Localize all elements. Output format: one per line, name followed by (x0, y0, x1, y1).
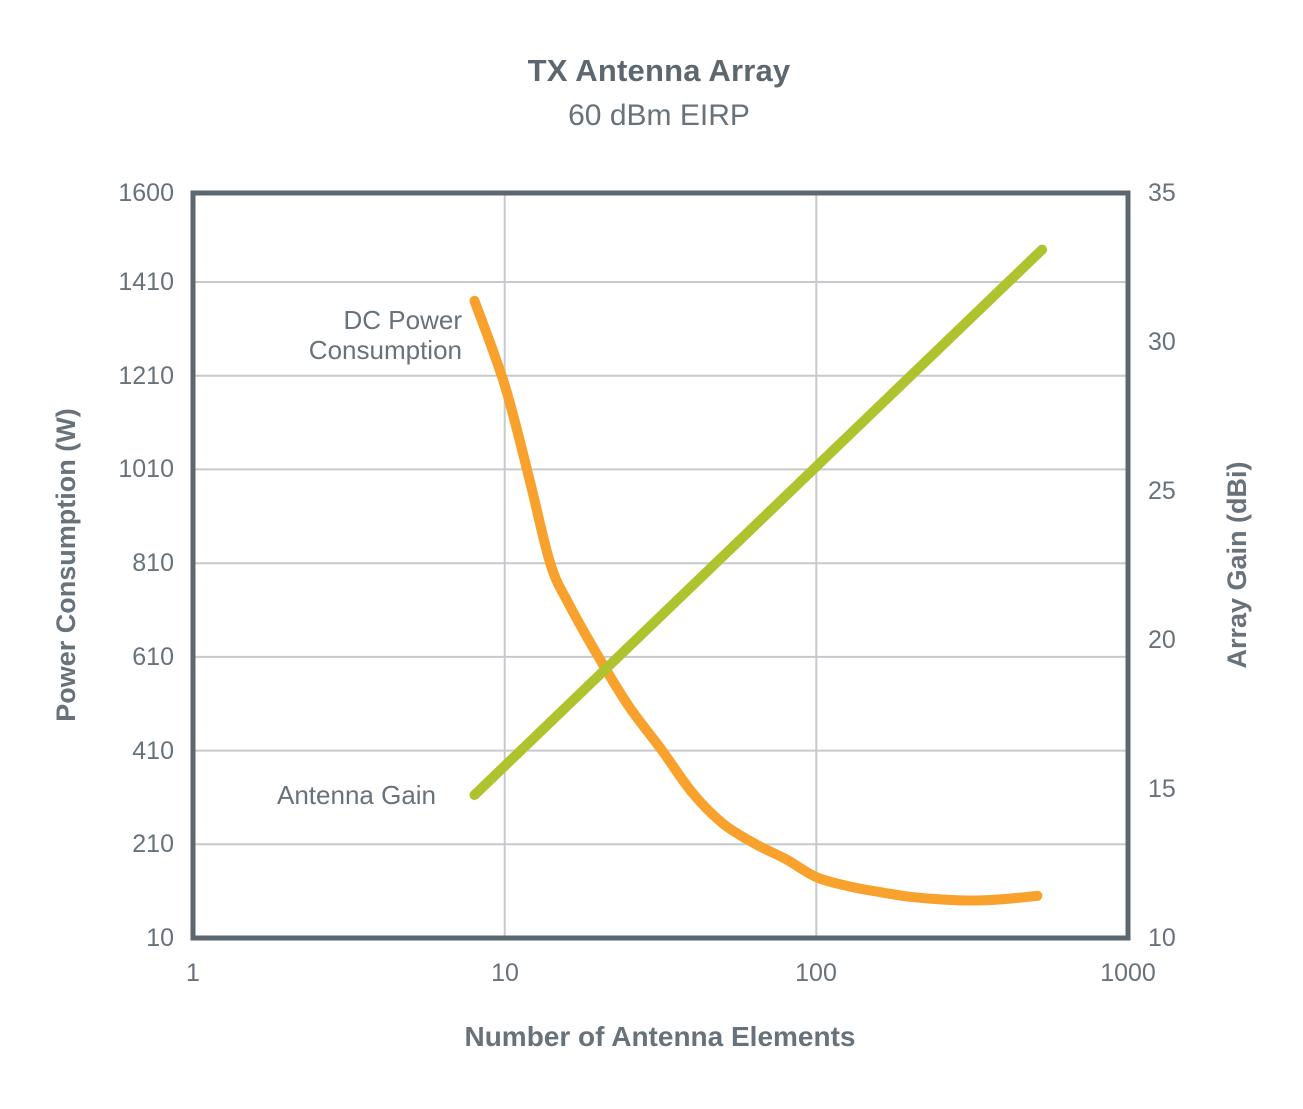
gain-series-label: Antenna Gain (277, 780, 437, 810)
y-left-tick-label: 410 (132, 737, 174, 765)
y-left-tick-label: 210 (132, 830, 174, 858)
y-left-axis-title: Power Consumption (W) (51, 408, 81, 722)
y-left-tick-label: 10 (146, 924, 174, 952)
x-tick-label: 1000 (1100, 959, 1156, 987)
chart-subtitle: 60 dBm EIRP (568, 99, 750, 132)
y-left-tick-label: 810 (132, 549, 174, 577)
x-tick-label: 100 (795, 959, 837, 987)
power-series-line (469, 295, 1043, 906)
y-right-tick-label: 25 (1148, 477, 1176, 505)
y-right-tick-label: 30 (1148, 328, 1176, 356)
y-left-tick-label: 1410 (118, 268, 174, 296)
x-tick-label: 1 (186, 959, 200, 987)
x-tick-label: 10 (491, 959, 519, 987)
y-right-axis-title: Array Gain (dBi) (1222, 461, 1252, 669)
y-right-tick-label: 15 (1148, 775, 1176, 803)
y-right-tick-label: 10 (1148, 924, 1176, 952)
plot-frame (190, 190, 1131, 941)
y-left-tick-label: 1010 (118, 455, 174, 483)
y-right-tick-label: 20 (1148, 626, 1176, 654)
y-left-tick-label: 610 (132, 643, 174, 671)
y-left-tick-label: 1600 (118, 179, 174, 207)
gain-series-line (469, 244, 1048, 800)
power-series-label: DC Power Consumption (308, 305, 462, 365)
chart-title: TX Antenna Array (527, 53, 791, 88)
y-right-tick-label: 35 (1148, 179, 1176, 207)
y-left-tick-label: 1210 (118, 362, 174, 390)
x-axis-title: Number of Antenna Elements (464, 1021, 856, 1052)
